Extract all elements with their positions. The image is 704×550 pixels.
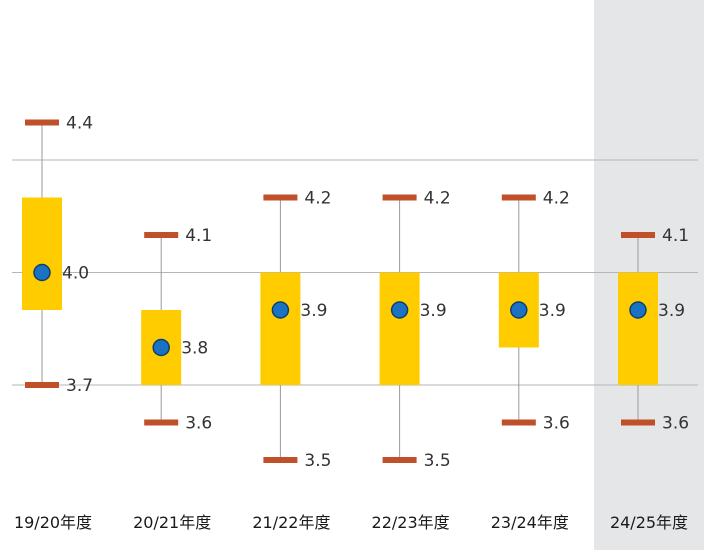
min-cap — [382, 457, 417, 463]
median-label: 3.9 — [539, 301, 566, 321]
max-label: 4.4 — [66, 114, 93, 134]
box — [379, 272, 420, 385]
median-label: 3.8 — [181, 339, 208, 359]
median-dot — [271, 301, 290, 319]
category-label: 22/23年度 — [372, 513, 450, 532]
max-label: 4.1 — [185, 226, 212, 246]
box — [260, 272, 301, 385]
min-label: 3.5 — [304, 451, 331, 471]
max-label: 4.1 — [662, 226, 689, 246]
min-label: 3.7 — [66, 376, 93, 396]
max-label: 4.2 — [543, 189, 570, 209]
median-label: 3.9 — [300, 301, 327, 321]
min-cap — [263, 457, 298, 463]
gridlines — [12, 159, 698, 386]
median-dot — [510, 301, 528, 319]
min-cap — [501, 419, 536, 426]
category-label: 24/25年度 — [610, 513, 688, 532]
median-dot — [390, 301, 409, 319]
min-cap — [25, 382, 59, 388]
median-dot — [33, 263, 51, 282]
max-cap — [144, 232, 179, 238]
median-label: 3.9 — [658, 301, 685, 321]
median-label: 4.0 — [62, 264, 89, 284]
category-label: 23/24年度 — [491, 513, 569, 532]
median-dot — [629, 301, 647, 319]
max-label: 4.2 — [424, 189, 451, 209]
min-label: 3.6 — [662, 414, 689, 434]
category-label: 19/20年度 — [14, 513, 92, 532]
box — [22, 197, 62, 310]
labels: 4.4 4.0 3.7 19/20年度 4.1 3.8 3.6 20/21年度 4.2 3.9 3.… — [14, 114, 689, 533]
median-label: 3.9 — [420, 301, 447, 321]
category-label: 21/22年度 — [252, 513, 330, 532]
min-label: 3.6 — [543, 414, 570, 434]
min-cap — [621, 419, 655, 426]
category-label: 20/21年度 — [133, 513, 211, 532]
max-cap — [621, 232, 655, 238]
max-cap — [25, 119, 59, 126]
max-label: 4.2 — [304, 189, 331, 209]
max-cap — [501, 194, 536, 201]
boxes — [22, 119, 658, 463]
max-cap — [263, 194, 298, 201]
max-cap — [382, 194, 417, 201]
median-dot — [152, 338, 170, 357]
min-label: 3.6 — [185, 414, 212, 434]
min-cap — [144, 419, 179, 426]
box — [618, 272, 658, 385]
min-label: 3.5 — [424, 451, 451, 471]
